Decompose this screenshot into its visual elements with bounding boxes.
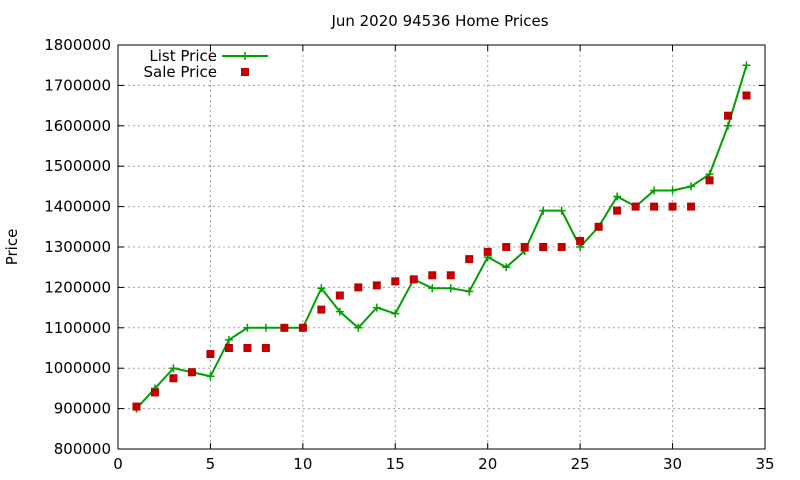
data-point (687, 182, 696, 191)
legend-label: List Price (149, 47, 217, 65)
data-point (539, 206, 548, 215)
data-point (243, 323, 252, 332)
y-tick-label: 900000 (54, 400, 111, 418)
data-point (243, 344, 252, 352)
data-point (317, 305, 326, 314)
data-point (724, 121, 733, 130)
data-point (520, 243, 529, 251)
y-tick-label: 800000 (54, 440, 111, 458)
data-point (465, 255, 474, 264)
data-point (132, 402, 141, 411)
data-point (742, 91, 751, 100)
data-point (613, 206, 622, 215)
series-line (135, 64, 748, 410)
data-point (261, 344, 270, 352)
legend-label: Sale Price (144, 63, 217, 81)
data-point (280, 323, 289, 332)
data-point (668, 186, 677, 195)
chart-title: Jun 2020 94536 Home Prices (330, 12, 548, 30)
x-tick-label: 10 (293, 455, 312, 473)
data-point (206, 350, 215, 359)
data-point (428, 284, 437, 293)
y-tick-label: 1200000 (44, 278, 111, 296)
x-tick-label: 5 (206, 455, 216, 473)
y-axis-label: Price (3, 229, 21, 266)
data-point (224, 344, 233, 352)
data-point (668, 202, 677, 211)
data-point (428, 271, 437, 280)
data-point (576, 236, 585, 245)
data-point (594, 222, 603, 231)
data-point (557, 206, 566, 215)
data-point (298, 323, 307, 332)
y-tick-label: 1600000 (44, 117, 111, 135)
data-point (354, 323, 363, 332)
x-tick-label: 35 (755, 455, 774, 473)
y-tick-label: 1700000 (44, 76, 111, 94)
data-point (169, 374, 178, 383)
data-point (631, 202, 640, 211)
y-tick-label: 1500000 (44, 157, 111, 175)
data-point (409, 275, 418, 284)
data-point (372, 281, 381, 290)
data-point (539, 243, 548, 251)
data-point (557, 243, 566, 251)
data-point (705, 176, 714, 185)
data-point (502, 243, 511, 251)
data-point (317, 284, 326, 293)
data-point (206, 372, 215, 381)
data-point (483, 247, 492, 256)
data-point (465, 287, 474, 296)
x-tick-label: 25 (571, 455, 590, 473)
axes: 0 5 10 15 20 25 30 35 800000 900000 1000000 1100000… (44, 36, 774, 473)
data-point (613, 192, 622, 201)
data-point (742, 61, 751, 70)
x-tick-label: 30 (663, 455, 682, 473)
legend-marker (241, 68, 249, 76)
data-point (335, 291, 344, 300)
y-tick-label: 1400000 (44, 198, 111, 216)
y-tick-label: 1300000 (44, 238, 111, 256)
y-tick-label: 1800000 (44, 36, 111, 54)
data-point (650, 202, 659, 211)
data-point (335, 307, 344, 316)
data-point (687, 202, 696, 211)
data-point (150, 388, 159, 397)
y-tick-label: 1100000 (44, 319, 111, 337)
data-point (169, 364, 178, 373)
grid (118, 45, 765, 449)
legend-marker (241, 52, 249, 60)
data-point (446, 271, 455, 280)
y-tick-label: 1000000 (44, 359, 111, 377)
data-point (187, 368, 196, 377)
data-point (391, 277, 400, 286)
data-point (224, 335, 233, 344)
data-point (261, 323, 270, 332)
series-list-price (132, 61, 751, 413)
x-tick-label: 20 (478, 455, 497, 473)
x-tick-label: 0 (113, 455, 123, 473)
series-sale-price (132, 91, 751, 411)
data-point (391, 309, 400, 318)
series (132, 61, 751, 413)
plot-frame (117, 44, 766, 450)
data-point (446, 284, 455, 293)
data-point (502, 263, 511, 272)
data-point (724, 111, 733, 120)
data-point (372, 303, 381, 312)
data-point (650, 186, 659, 195)
x-tick-label: 15 (386, 455, 405, 473)
data-point (354, 283, 363, 292)
